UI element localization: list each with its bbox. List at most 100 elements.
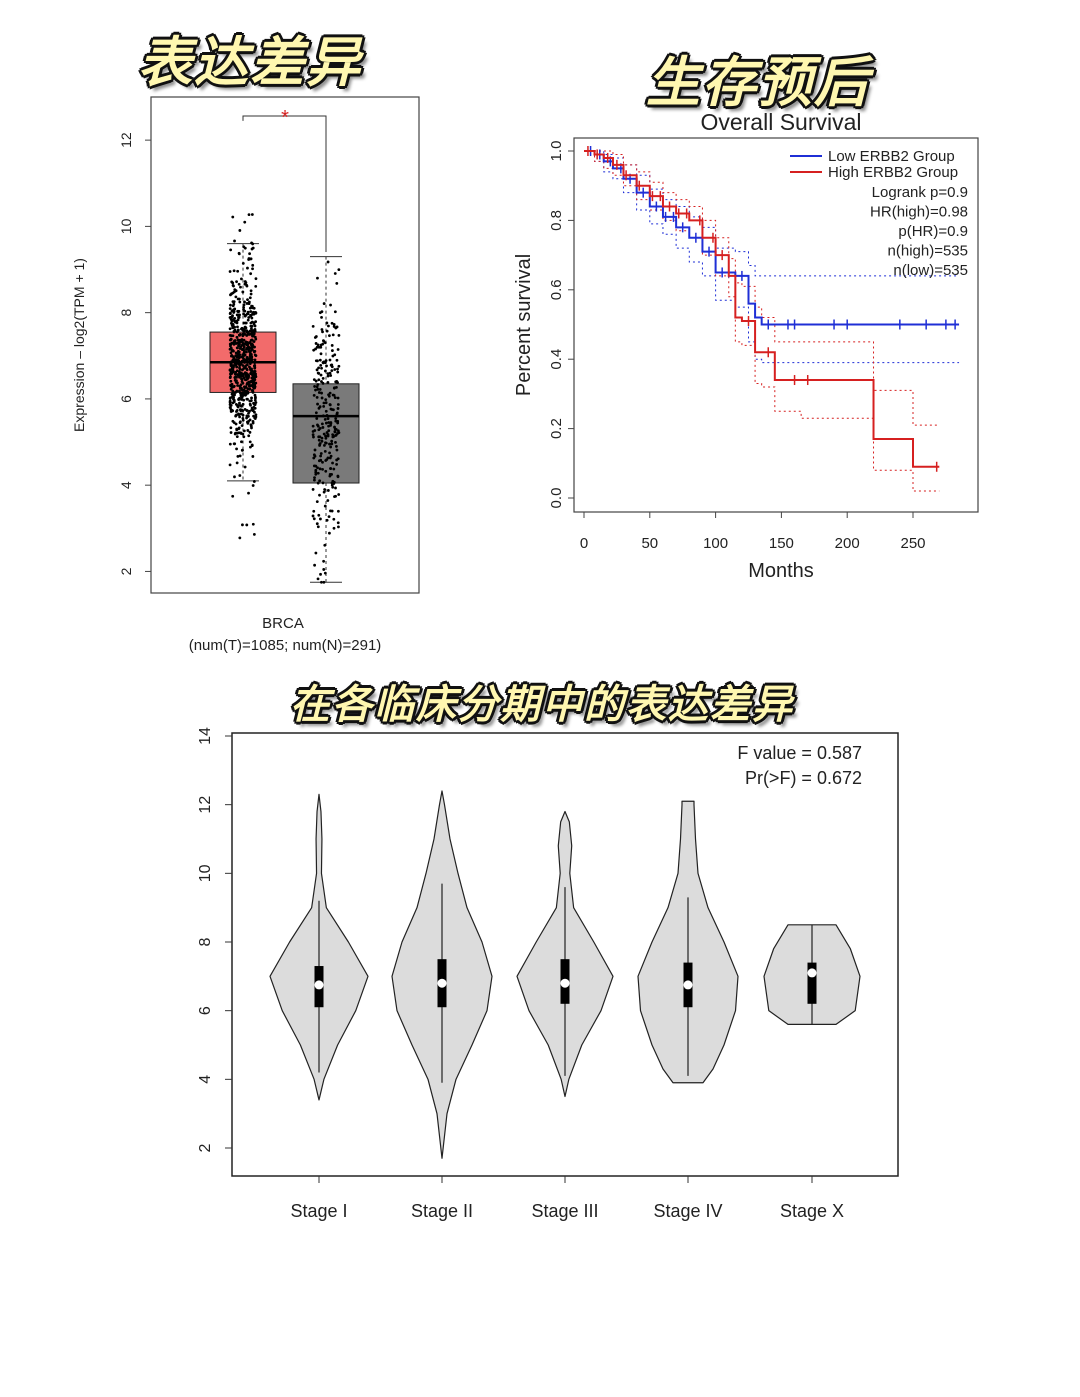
data-point [314,472,318,476]
data-point [246,414,250,418]
data-point [333,430,337,433]
data-point [328,391,332,395]
data-point [316,466,319,470]
data-point [232,391,236,395]
data-point [249,272,253,276]
data-point [230,382,234,386]
data-point [242,245,246,249]
data-point [240,343,244,347]
data-point [238,338,242,342]
data-point [322,339,325,342]
data-point [245,312,249,316]
data-point [232,284,235,288]
data-point [235,346,239,350]
data-point [228,463,232,467]
data-point [324,441,328,445]
data-point [322,568,326,571]
data-point [242,345,246,349]
data-point [241,418,245,422]
data-point [317,406,321,410]
data-point [232,365,235,369]
plot-frame [573,137,979,513]
data-point [249,314,253,318]
data-point [235,330,239,334]
data-point [232,308,236,312]
data-point [229,293,232,297]
data-point [240,277,243,281]
data-point [250,304,253,308]
data-point [333,368,337,371]
data-point [243,408,247,411]
data-point [236,381,239,385]
data-point [232,310,236,313]
ci-lower-1 [584,150,940,492]
data-point [233,442,237,446]
data-point [324,436,328,440]
data-point [237,252,241,256]
data-point [335,444,338,448]
data-point [322,559,326,563]
data-point [234,422,238,426]
data-point [236,318,240,322]
data-point [252,480,256,483]
data-point [246,391,250,395]
data-point [244,313,248,317]
data-point [312,435,315,439]
data-point [331,485,335,489]
data-point [317,438,321,442]
legend-entry: High ERBB2 Group [828,164,958,181]
data-point [243,378,247,382]
data-point [233,358,237,362]
data-point [245,409,249,412]
data-point [238,371,241,375]
data-point [250,348,254,351]
data-point [328,473,332,476]
data-point [240,348,244,351]
data-point [333,425,336,429]
data-point [319,373,323,377]
data-point [234,414,238,417]
data-point [251,312,255,316]
data-point [236,352,240,356]
data-point [241,261,245,265]
x-tick-label: 100 [703,535,728,552]
data-point [249,321,253,325]
data-point [236,341,240,345]
data-point [238,396,241,400]
data-point [229,384,232,387]
data-point [316,424,320,428]
data-point [246,333,250,336]
data-point [324,398,328,402]
data-point [246,377,249,381]
data-point [240,448,244,452]
ci-upper-1 [584,150,940,426]
data-point [325,518,329,522]
data-point [315,368,319,372]
data-point [239,285,242,289]
data-point [240,339,244,343]
x-tick-label: Stage III [531,1201,598,1221]
data-point [329,363,333,367]
data-point [231,355,235,359]
data-point [242,330,246,333]
data-point [243,390,247,394]
data-point [241,355,244,359]
data-point [242,327,245,331]
data-point [331,479,335,483]
data-point [317,428,321,432]
data-point [320,439,324,443]
data-point [240,359,244,363]
data-point [251,421,255,425]
data-point [230,341,234,345]
data-point [331,433,335,437]
data-point [246,381,249,385]
data-point [329,454,333,458]
data-point [245,368,249,372]
data-point [239,404,243,408]
data-point [253,358,257,362]
data-point [242,305,246,309]
data-point [234,370,238,374]
data-point [231,358,235,362]
data-point [237,427,241,431]
data-point [240,388,244,391]
